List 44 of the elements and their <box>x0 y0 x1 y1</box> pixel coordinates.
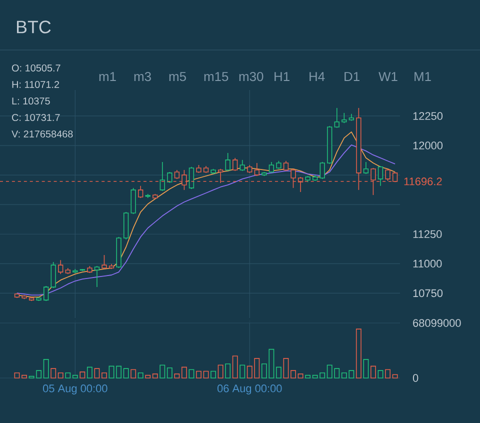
y-tick-label: 10750 <box>413 289 443 298</box>
ref-line-label: 11696.2 <box>404 178 442 186</box>
text: D1 <box>344 72 360 81</box>
text: H4 <box>310 72 325 81</box>
y-tick-label: 0 <box>412 374 418 382</box>
text: m5 <box>169 72 186 82</box>
y-tick-label: 12250 <box>413 112 443 120</box>
annotation: V: 217658468 <box>12 130 73 138</box>
x-tick-label: 05 Aug 00:00 <box>42 384 108 394</box>
y-tick-label: 68099000 <box>413 319 461 327</box>
bar <box>108 366 114 378</box>
bar <box>203 370 209 378</box>
y-tick-label: 11250 <box>413 230 442 238</box>
annotation: L: 10375 <box>12 97 50 105</box>
chart-title: BTC <box>16 20 51 34</box>
bar <box>14 372 20 378</box>
annotation: C: 10731.7 <box>12 114 60 122</box>
bar <box>181 366 187 378</box>
text: O: 10505.7 <box>12 64 60 72</box>
y-tick-label: 11000 <box>413 260 442 268</box>
bar <box>276 366 282 378</box>
bar <box>378 370 384 378</box>
x-tick-label: 06 Aug 00:00 <box>217 384 282 394</box>
bar <box>370 366 376 378</box>
text: M1 <box>414 72 431 81</box>
text: H: 11071.2 <box>12 80 60 88</box>
text: m1 <box>99 72 116 81</box>
text: m15 <box>204 72 228 82</box>
bar <box>22 374 27 378</box>
bar <box>283 358 289 378</box>
bar <box>385 369 390 378</box>
text: W1 <box>378 72 398 81</box>
bar <box>102 372 107 378</box>
bar <box>116 366 122 378</box>
y-tick-label: 12000 <box>413 142 443 150</box>
bar <box>290 370 296 378</box>
bar <box>210 370 216 378</box>
text: m3 <box>134 72 151 82</box>
bar <box>188 369 194 378</box>
text: m30 <box>239 72 264 82</box>
bar <box>392 374 398 378</box>
candlestick <box>58 260 64 274</box>
text: H1 <box>274 72 290 81</box>
bar <box>196 370 202 378</box>
